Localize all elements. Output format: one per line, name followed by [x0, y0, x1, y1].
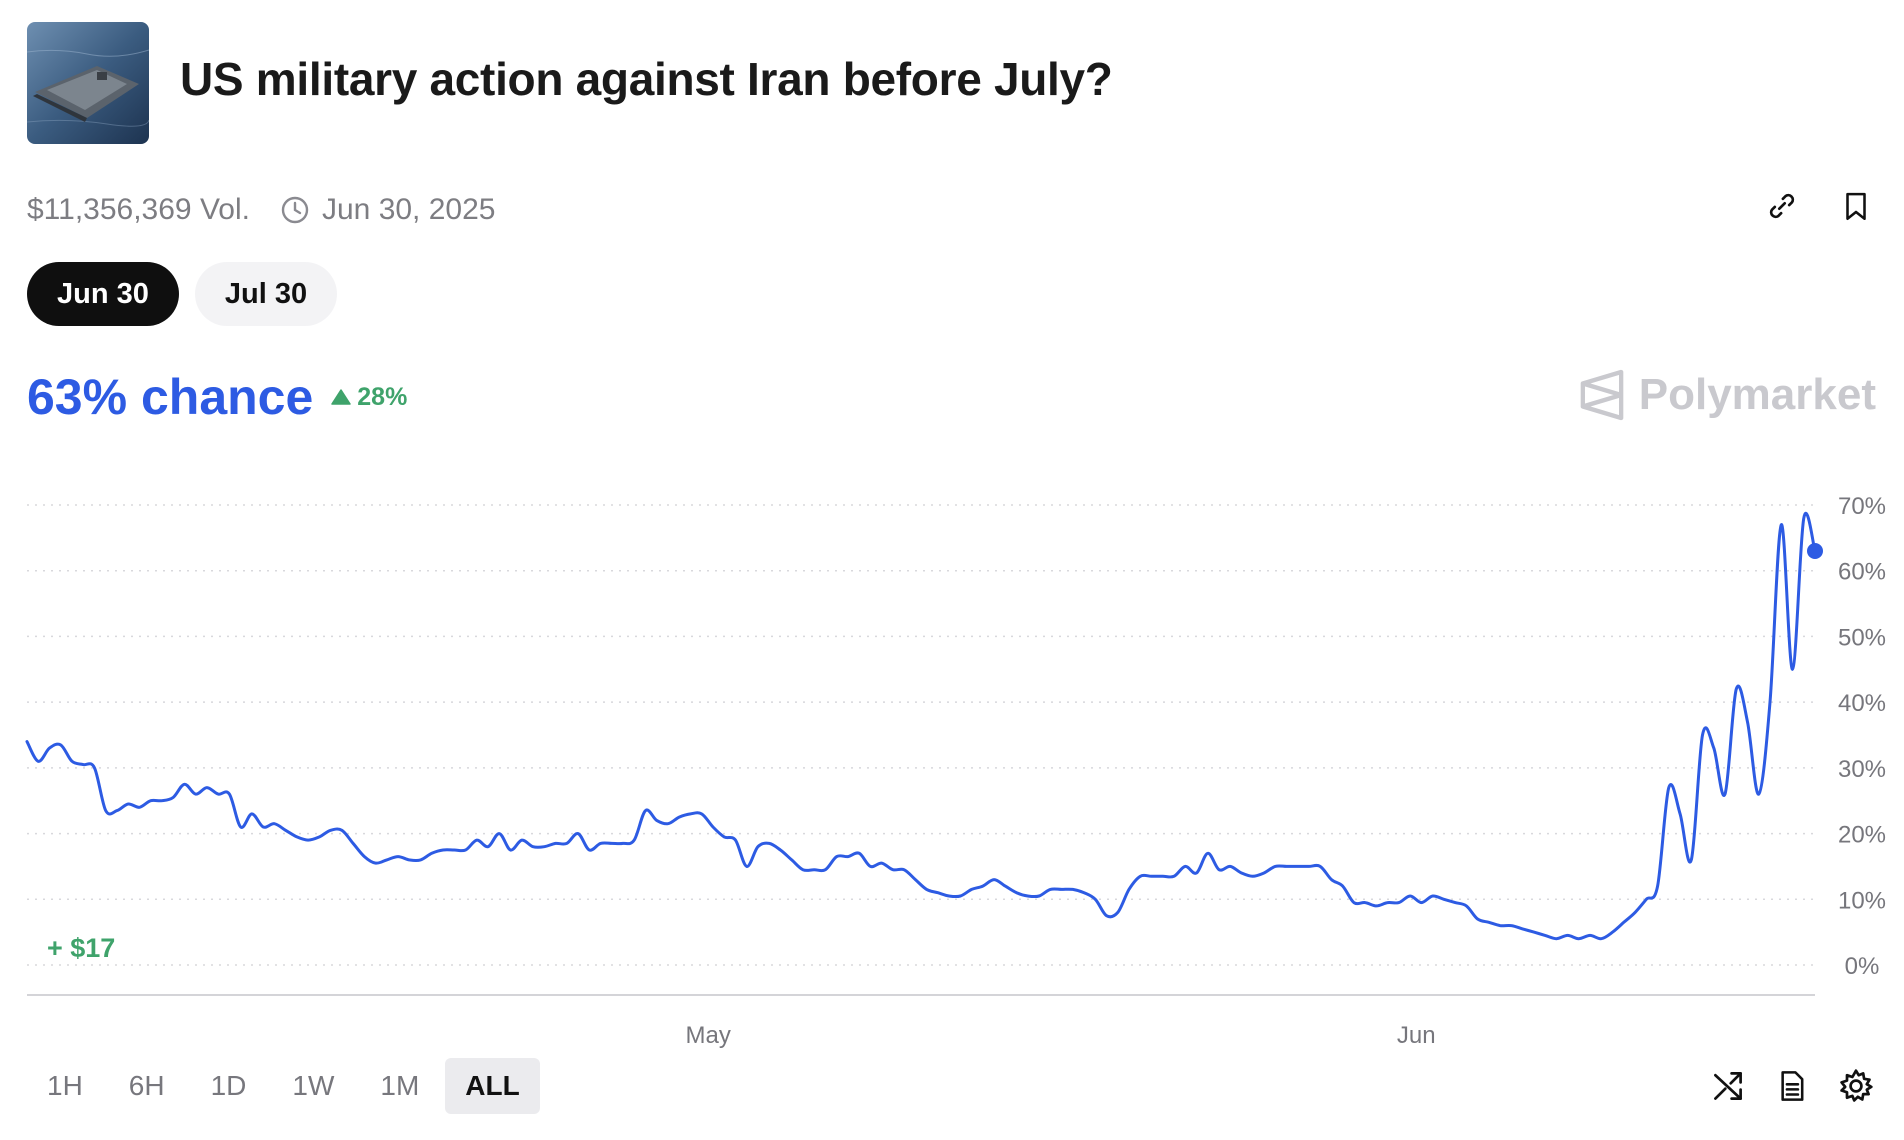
chart-tools	[1708, 1066, 1876, 1106]
chance-display: 63% chance 28%	[27, 368, 407, 426]
y-tick-label: 10%	[1838, 887, 1886, 914]
range-6h[interactable]: 6H	[128, 1070, 165, 1101]
y-tick-label: 20%	[1838, 822, 1886, 849]
x-tick-label: May	[686, 1022, 731, 1049]
y-tick-label: 70%	[1838, 493, 1886, 520]
triangle-up-icon	[331, 389, 352, 405]
header-actions	[1762, 186, 1876, 226]
y-tick-label: 0%	[1845, 953, 1880, 980]
profit-annotation: + $17	[47, 933, 115, 963]
polymarket-logo-icon	[1580, 369, 1624, 421]
bookmark-icon[interactable]	[1836, 186, 1876, 226]
range-1d[interactable]: 1D	[210, 1070, 247, 1101]
series-line	[25, 512, 1817, 941]
market-meta: $11,356,369 Vol. Jun 30, 2025	[27, 190, 495, 230]
shuffle-icon[interactable]	[1708, 1066, 1748, 1106]
range-all[interactable]: ALL	[445, 1058, 540, 1114]
end-date-text: Jun 30, 2025	[321, 193, 496, 226]
chance-delta-value: 28%	[357, 382, 408, 411]
volume-text: $11,356,369 Vol.	[27, 193, 250, 226]
market-title: US military action against Iran before J…	[180, 53, 1113, 105]
chance-delta: 28%	[331, 383, 407, 412]
clock-icon	[280, 195, 310, 225]
y-tick-label: 30%	[1838, 756, 1886, 783]
time-range-group: 1H 6H 1D 1W 1M ALL	[27, 1058, 540, 1114]
document-icon[interactable]	[1772, 1066, 1812, 1106]
range-1m[interactable]: 1M	[380, 1070, 420, 1101]
date-pill-jun-30[interactable]: Jun 30	[27, 262, 179, 326]
date-pill-group: Jun 30 Jul 30	[27, 262, 338, 326]
range-1w[interactable]: 1W	[292, 1070, 335, 1101]
chance-value: 63% chance	[27, 369, 314, 425]
current-value-dot	[1807, 543, 1823, 559]
range-1h[interactable]: 1H	[47, 1070, 83, 1101]
brand-name: Polymarket	[1638, 370, 1876, 419]
polymarket-brand: Polymarket	[1579, 368, 1876, 422]
price-chart: 0% 10% 20% 30% 40% 50% 60% 70% May Jun + $17	[25, 493, 1886, 1049]
y-tick-label: 40%	[1838, 690, 1886, 717]
x-tick-label: Jun	[1397, 1022, 1436, 1049]
gear-icon[interactable]	[1836, 1066, 1876, 1106]
date-pill-jul-30[interactable]: Jul 30	[194, 262, 338, 326]
y-tick-label: 60%	[1838, 559, 1886, 586]
link-icon[interactable]	[1762, 186, 1802, 226]
y-tick-label: 50%	[1838, 624, 1886, 651]
market-thumbnail	[27, 22, 149, 144]
